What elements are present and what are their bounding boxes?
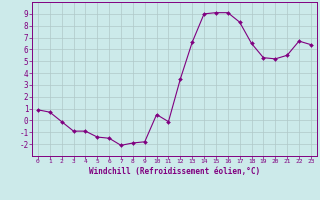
- X-axis label: Windchill (Refroidissement éolien,°C): Windchill (Refroidissement éolien,°C): [89, 167, 260, 176]
